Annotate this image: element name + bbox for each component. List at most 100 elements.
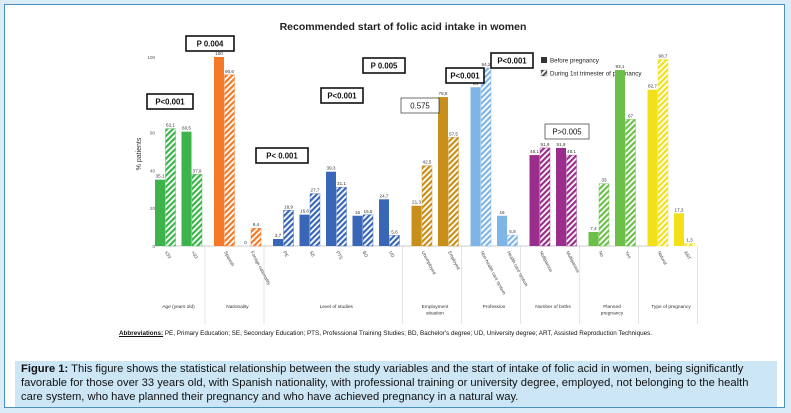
category-label: BD (362, 250, 370, 259)
group-label: situation (426, 311, 444, 317)
p-values: P<0.001 P 0.004 P< 0.001 P<0.001 P 0.005 0.57… (146, 35, 590, 164)
bars: 35,1 62,1 60,5 37,9 100 90,6 0 9,4 3,7 18,9 16,6 27… (155, 51, 695, 247)
abbreviations-text: PE, Primary Education; SE, Secondary Edu… (164, 330, 652, 337)
bar-before (379, 199, 389, 246)
data-label-before: 82,7 (648, 84, 657, 89)
bar-during (598, 183, 610, 247)
figure-frame: Recommended start of folic acid intake i… (4, 4, 785, 408)
p-value-box (490, 52, 534, 69)
p-value-box (362, 57, 406, 74)
data-label-during: 37,9 (193, 168, 202, 173)
bar-during (283, 210, 294, 247)
category-label: ≤33 (164, 250, 172, 259)
group-label: Nationality (226, 304, 249, 310)
bar-during (625, 119, 636, 247)
figure-caption: Figure 1: This figure shows the statisti… (15, 361, 777, 407)
p-value-label: P 0.005 (371, 62, 398, 71)
y-tick-label: 0 (152, 244, 155, 249)
legend: Before pregnancy During 1st trimester of … (540, 57, 642, 78)
data-label-during: 51,9 (541, 142, 550, 147)
bar-during (421, 165, 433, 247)
group-labels: Age (years old) Nationality Level of studi… (162, 246, 698, 324)
p-value-label: 0.575 (410, 102, 430, 111)
data-label-before: 16 (499, 210, 505, 215)
data-label-before: 100 (215, 51, 223, 56)
y-tick-label: 60 (150, 131, 156, 136)
y-tick-label: 100 (147, 55, 155, 60)
data-label-before: 21,3 (412, 200, 421, 205)
p-value-box (185, 35, 235, 52)
bar-during (165, 128, 176, 247)
bar-before (155, 179, 165, 246)
chart-panel: Recommended start of folic acid intake i… (111, 14, 703, 359)
p-value-label: P<0.001 (497, 57, 527, 66)
p-value-label: P>0.005 (552, 128, 582, 137)
group-label: pregnancy (601, 311, 624, 317)
bar-before (352, 215, 363, 246)
data-label-before: 48,1 (530, 149, 539, 154)
bar-before (529, 155, 540, 246)
category-label: Nulliparous (539, 250, 555, 273)
data-label-before: 0 (244, 240, 247, 245)
data-label-before: 3,7 (275, 233, 282, 238)
bar-during (191, 174, 203, 247)
data-label-during: 33 (601, 178, 607, 183)
p-value-label: P< 0.001 (266, 152, 298, 161)
data-label-before: 24,7 (380, 193, 389, 198)
data-label-during: 27,7 (311, 188, 320, 193)
data-label-during: 62,1 (166, 123, 175, 128)
data-label-during: 1,3 (686, 238, 693, 243)
data-label-during: 5,8 (509, 229, 516, 234)
category-label: SE (309, 250, 316, 258)
bar-during (507, 234, 518, 247)
bar-during (684, 243, 695, 247)
bar-before (438, 97, 448, 247)
bar-before (214, 57, 224, 246)
bar-during (224, 74, 235, 247)
data-label-during: 98,7 (659, 53, 668, 58)
p-value-box (146, 93, 194, 110)
bar-before (470, 87, 481, 247)
abbreviations: Abbreviations: PE, Primary Education; SE… (119, 330, 699, 338)
bar-before (326, 171, 336, 246)
y-tick-label: 40 (150, 168, 156, 173)
legend-label-during: During 1st trimester of pregnancy (550, 71, 642, 78)
bar-during (389, 235, 400, 247)
category-label: Foreign nationality (250, 250, 272, 286)
abbreviations-label: Abbreviations: (119, 330, 164, 337)
group-label: Planned (603, 304, 621, 310)
data-label-during: 5,6 (391, 229, 398, 234)
bar-before (588, 232, 599, 246)
category-label: Health care system (506, 250, 529, 287)
category-label: PTS (335, 250, 344, 260)
bar-during (539, 147, 551, 247)
data-label-before: 16 (355, 210, 361, 215)
p-value-label: P<0.001 (450, 72, 480, 81)
category-label: Yes (624, 250, 632, 260)
data-label-during: 67 (628, 113, 634, 118)
data-label-during: 94,2 (482, 62, 491, 67)
data-label-during: 9,4 (253, 222, 260, 227)
data-label-before: 7,4 (590, 226, 597, 231)
y-tick-label: 20 (150, 206, 156, 211)
bar-before (299, 214, 310, 246)
data-label-before: 60,5 (182, 126, 191, 131)
data-label-during: 57,5 (449, 131, 458, 136)
p-value-label: P<0.001 (155, 98, 185, 107)
bar-before (411, 205, 422, 246)
bar-before (615, 70, 625, 246)
p-value-box (544, 123, 590, 140)
data-label-before: 35,1 (156, 174, 165, 179)
data-label-during: 42,5 (423, 160, 432, 165)
category-label: >33 (191, 250, 199, 260)
bar-during (566, 154, 577, 247)
p-value-box (320, 87, 364, 104)
data-label-during: 16,5 (364, 209, 373, 214)
data-label-before: 51,9 (557, 142, 566, 147)
chart: Recommended start of folic acid intake i… (136, 21, 698, 324)
group-label: Age (years old) (162, 304, 195, 310)
group-label: Level of studies (320, 304, 354, 310)
bar-before (556, 147, 566, 246)
category-label: Spanish (223, 250, 235, 267)
y-axis-label: % patients (136, 137, 143, 170)
